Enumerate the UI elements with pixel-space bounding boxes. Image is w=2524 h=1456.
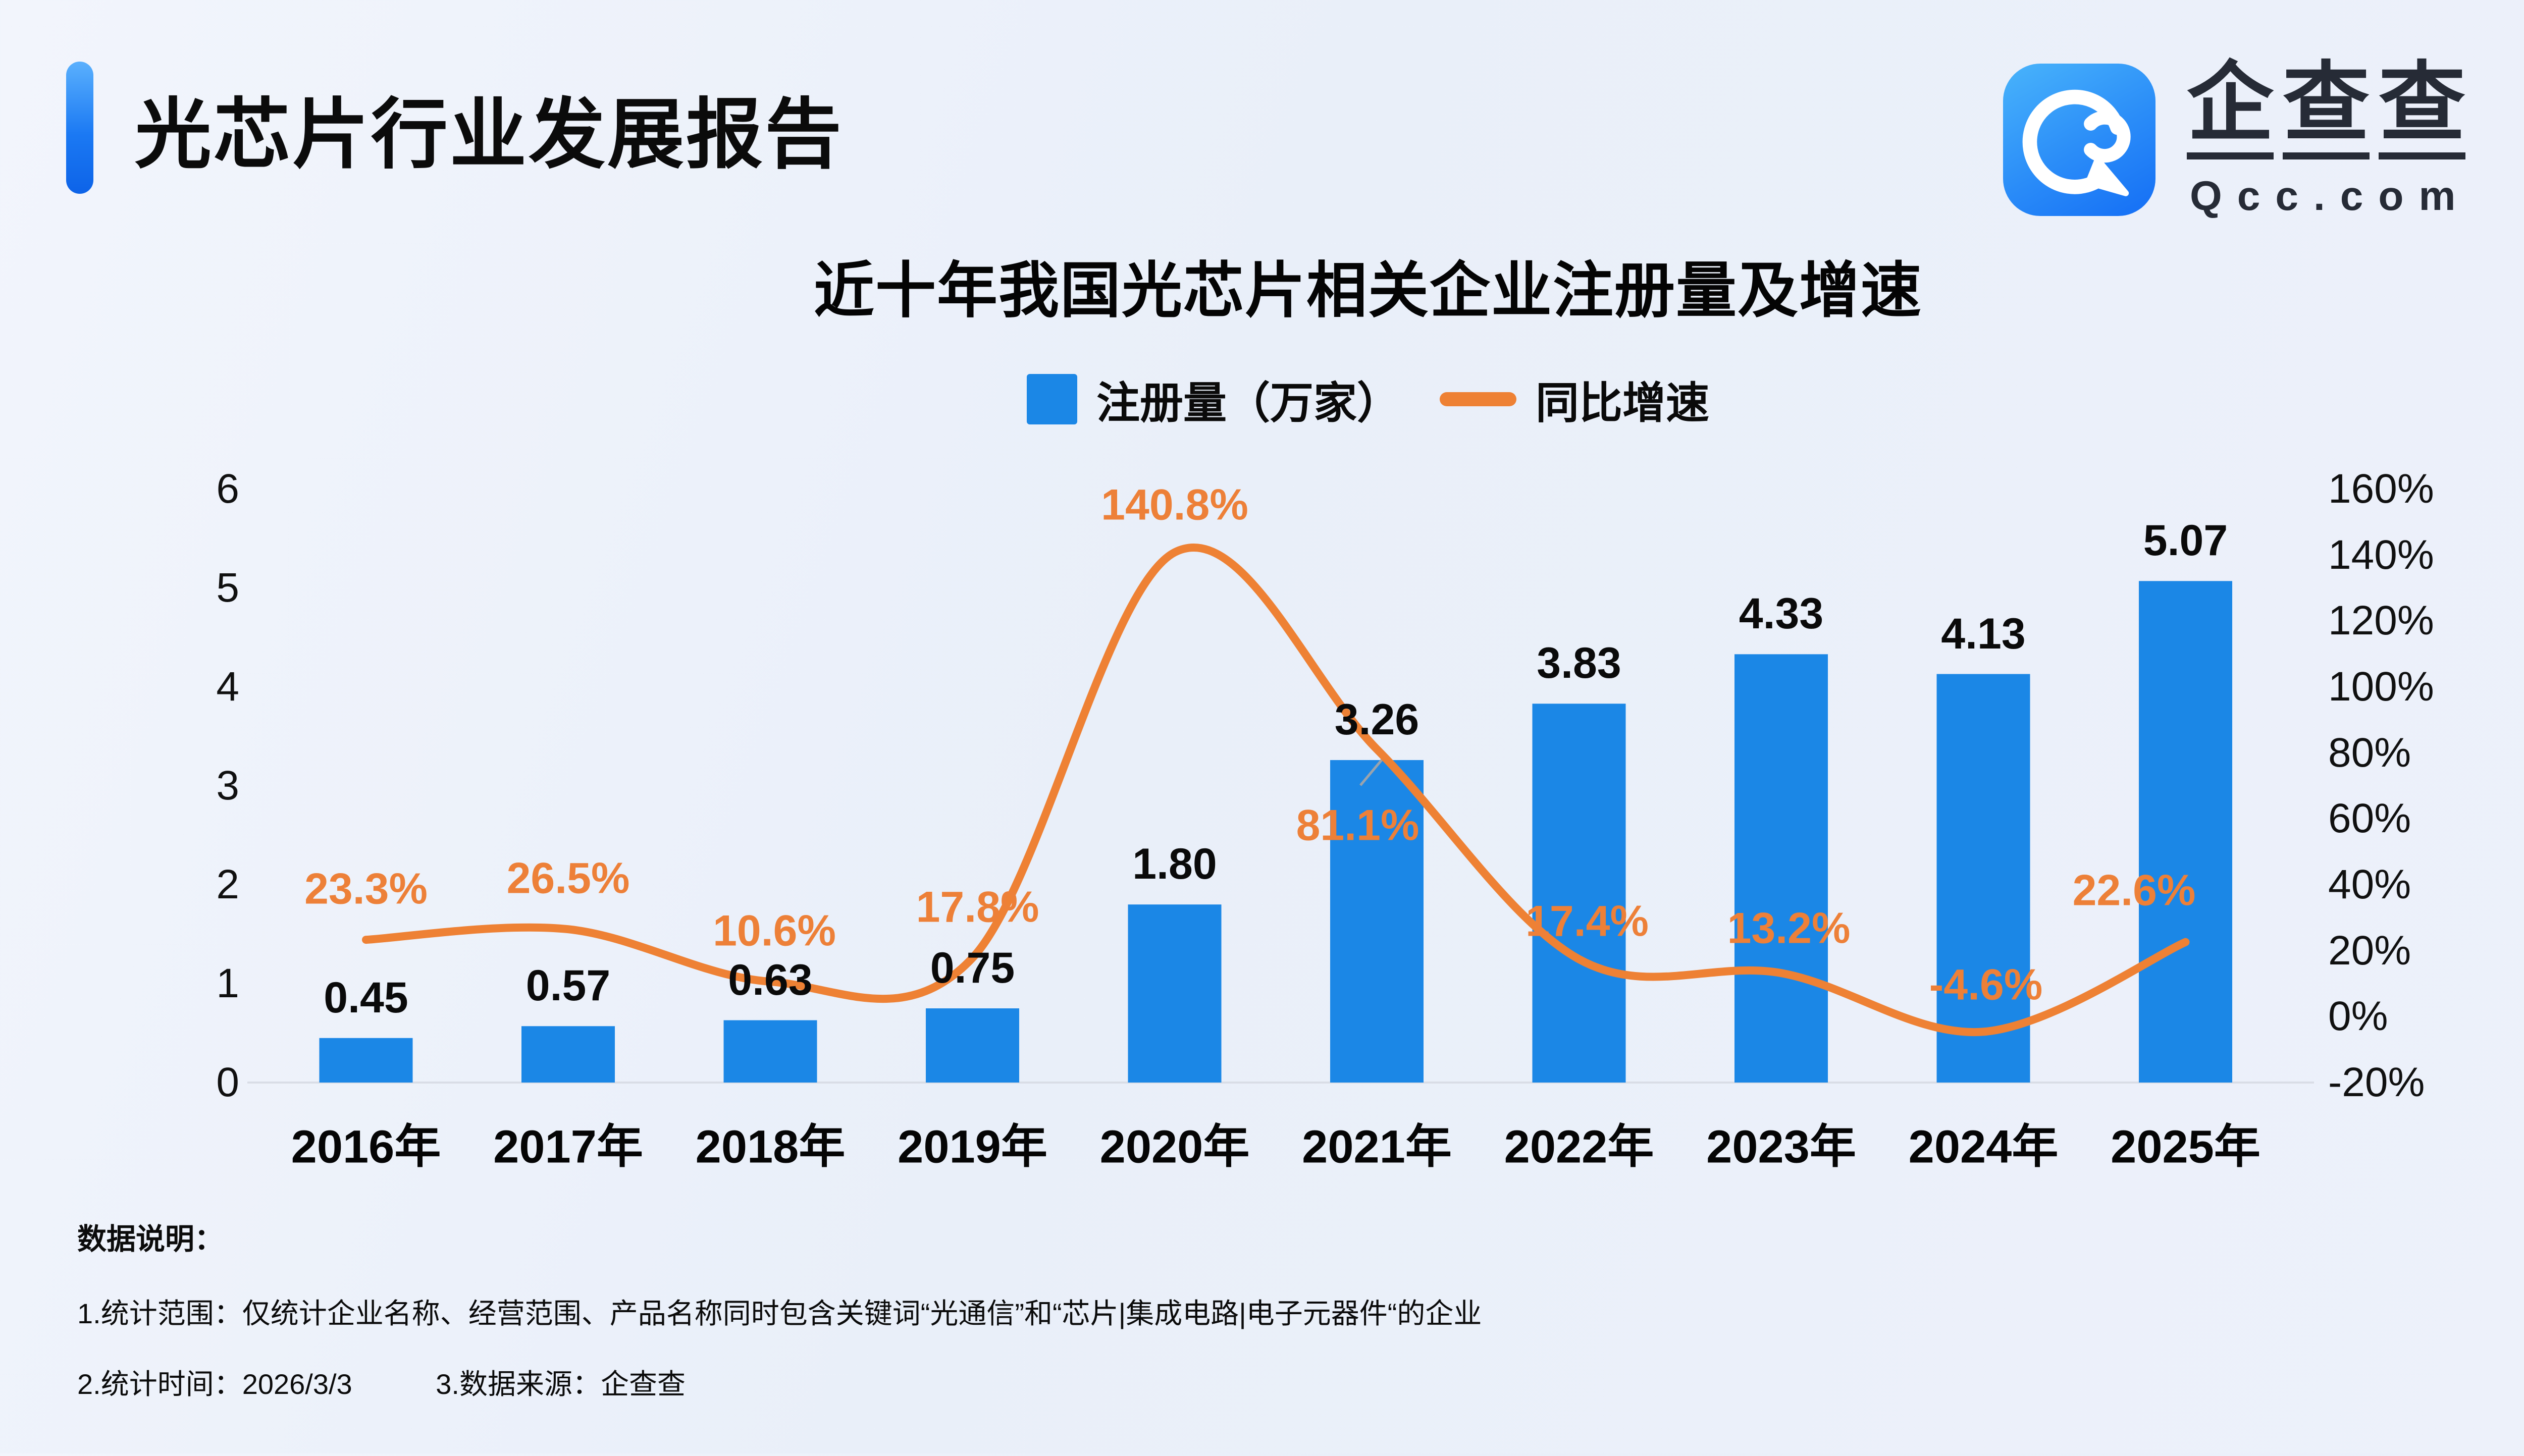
page-title: 光芯片行业发展报告: [135, 92, 844, 178]
qcc-brand-text: 企 查 查 Qcc.com: [2187, 60, 2470, 220]
registration-bar: [1532, 704, 1626, 1083]
legend-label: 同比增速: [1536, 379, 1709, 427]
registration-bar: [1330, 760, 1424, 1083]
report-header: 光芯片行业发展报告: [66, 62, 844, 194]
registration-bar: [1128, 904, 1222, 1083]
note-source: 3.数据来源：企查查: [436, 1368, 686, 1400]
registration-bar: [926, 1008, 1019, 1083]
registration-bar: [319, 1038, 413, 1083]
chart-title: 近十年我国光芯片相关企业注册量及增速: [814, 257, 1922, 325]
label-leader-line: [1359, 756, 1385, 786]
legend-item-growth: 同比增速: [1440, 367, 1709, 430]
note-time: 2.统计时间：2026/3/3: [77, 1368, 352, 1400]
note-time-source: 2.统计时间：2026/3/3 3.数据来源：企查查: [77, 1362, 686, 1403]
brand-char: 查: [2379, 60, 2465, 159]
registration-bar: [2139, 581, 2232, 1083]
brand-domain: Qcc.com: [2190, 173, 2471, 219]
qcc-brand-logo: 企 查 查 Qcc.com: [2003, 60, 2470, 220]
brand-name: 企 查 查: [2187, 60, 2465, 159]
registration-bar: [723, 1020, 817, 1083]
legend-label: 注册量（万家）: [1096, 379, 1400, 427]
registration-bar: [521, 1026, 615, 1083]
brand-char: 查: [2283, 60, 2370, 159]
note-scope: 1.统计范围：仅统计企业名称、经营范围、产品名称同时包含关键词“光通信”和“芯片…: [77, 1298, 1482, 1329]
growth-line: [362, 544, 2190, 1037]
legend-item-registrations: 注册量（万家）: [1027, 367, 1400, 430]
notes-heading: 数据说明：: [77, 1223, 224, 1256]
qcc-spiral-icon: [2003, 64, 2155, 216]
registration-bar: [1734, 654, 1828, 1083]
chart-legend: 注册量（万家） 同比增速: [217, 367, 2519, 430]
bar-series-swatch: [1027, 373, 1077, 424]
registration-bar: [1936, 674, 2030, 1083]
data-notes: 数据说明： 1.统计范围：仅统计企业名称、经营范围、产品名称同时包含关键词“光通…: [77, 1215, 1482, 1400]
line-series-swatch: [1440, 392, 1516, 406]
title-accent-bar: [66, 62, 93, 194]
brand-char: 企: [2187, 60, 2274, 159]
